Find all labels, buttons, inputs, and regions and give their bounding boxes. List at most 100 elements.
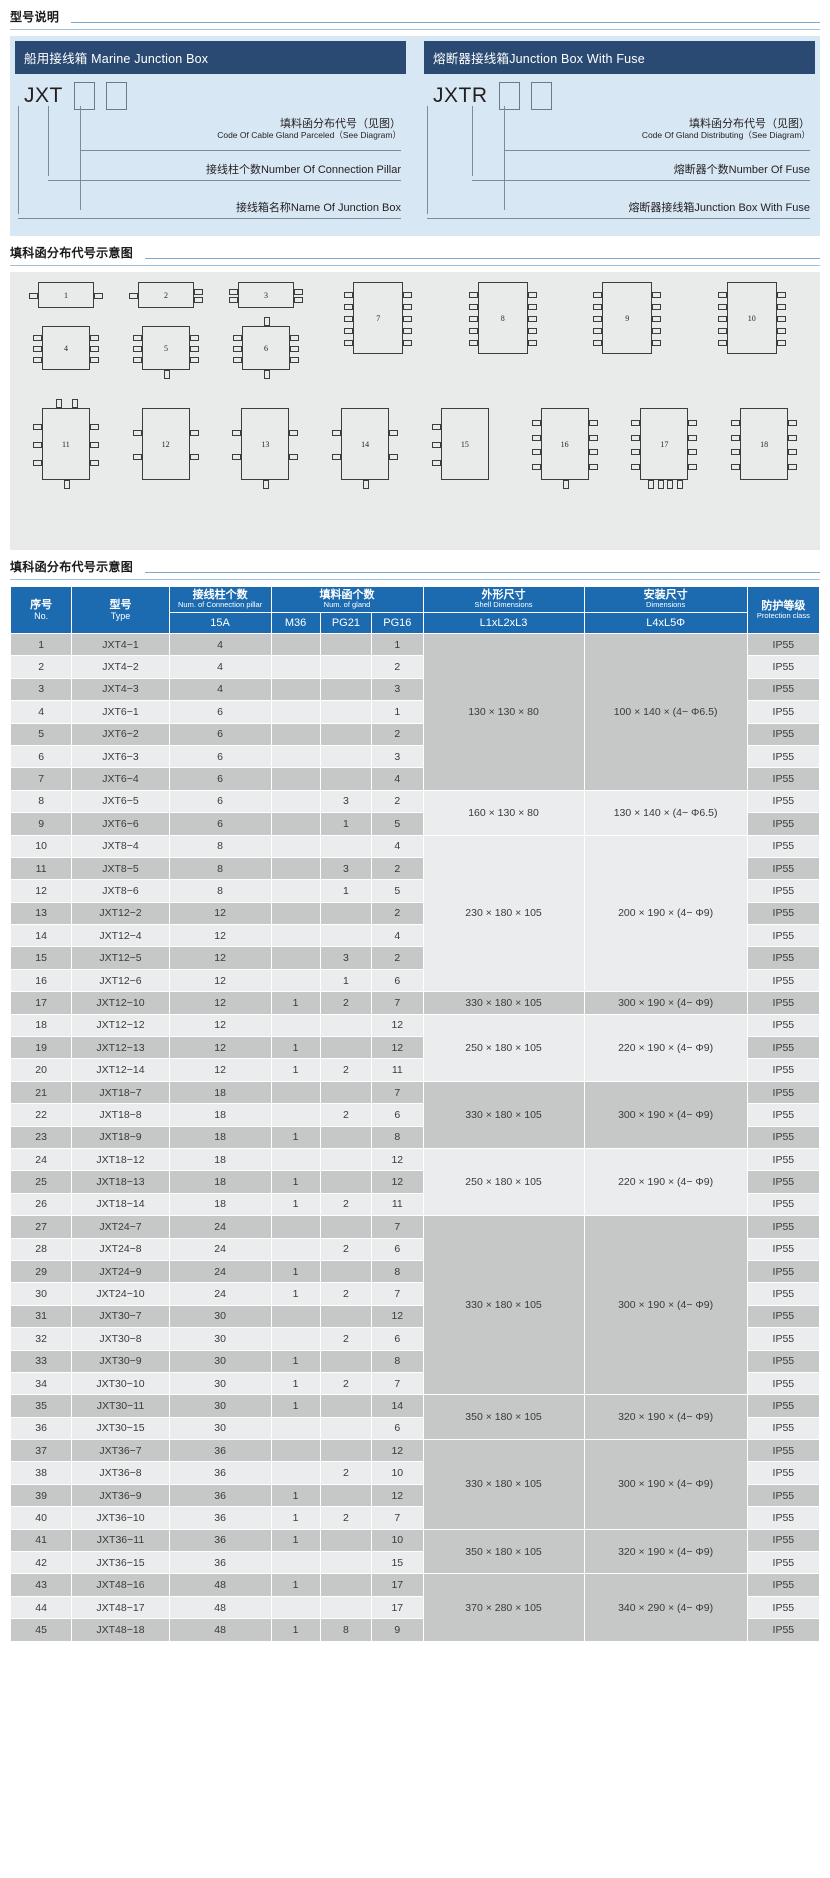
table-row[interactable]: 12 JXT8−6 8 1 5 IP55 (11, 880, 819, 902)
gland-shape-16[interactable]: 16 (531, 408, 598, 489)
row-protection-class: IP55 (747, 857, 819, 880)
row-type: JXT6−5 (72, 790, 169, 813)
row-shell-dimensions: 330 × 180 × 105 (423, 1440, 584, 1529)
table-row[interactable]: 3 JXT4−3 4 3 IP55 (11, 678, 819, 701)
table-row[interactable]: 32 JXT30−8 30 2 6 IP55 (11, 1328, 819, 1350)
table-row[interactable]: 19 JXT12−13 12 1 12 IP55 (11, 1037, 819, 1059)
row-pg21: 3 (320, 790, 372, 813)
row-m36: 1 (271, 1171, 320, 1193)
row-pillar: 30 (169, 1372, 271, 1395)
table-row[interactable]: 28 JXT24−8 24 2 6 IP55 (11, 1238, 819, 1260)
table-row[interactable]: 2 JXT4−2 4 2 IP55 (11, 656, 819, 678)
row-pillar: 12 (169, 1014, 271, 1037)
gland-shape-9[interactable]: 9 (593, 282, 662, 354)
gland-nub-l-icon (332, 430, 342, 436)
table-row[interactable]: 33 JXT30−9 30 1 8 IP55 (11, 1350, 819, 1372)
gland-nub-r-icon (588, 420, 598, 427)
diagram-heading-label: 填科函分布代号示意图 (10, 246, 134, 260)
gland-nub-l-icon (731, 463, 741, 470)
table-row[interactable]: 10 JXT8−4 8 4 230 × 180 × 105 200 × 190 × (4−… (11, 835, 819, 992)
table-row[interactable]: 25 JXT18−13 18 1 12 IP55 (11, 1171, 819, 1193)
row-mounting-dimensions: 100 × 140 × (4− Φ6.5) (584, 634, 747, 790)
row-protection-class: IP55 (747, 678, 819, 701)
gland-shape-4[interactable]: 4 (33, 326, 99, 370)
table-row[interactable]: 9 JXT6−6 6 1 5 IP55 (11, 813, 819, 835)
jxtr-code-box-1[interactable] (498, 82, 520, 110)
gland-shape-13[interactable]: 13 (232, 408, 299, 489)
gland-shape-5[interactable]: 5 (133, 326, 199, 379)
gland-shape-12[interactable]: 12 (132, 408, 199, 480)
table-row[interactable]: 30 JXT24−10 24 1 2 7 IP55 (11, 1283, 819, 1305)
gland-nub-r-icon (290, 357, 299, 363)
diagram-section-header: 填科函分布代号示意图 (0, 236, 830, 266)
gland-shape-3[interactable]: 3 (229, 282, 303, 308)
table-row[interactable]: 20 JXT12−14 12 1 2 11 IP55 (11, 1059, 819, 1081)
table-row[interactable]: 27 JXT24−7 24 7 330 × 180 × 105 300 × 190 × (… (11, 1216, 819, 1395)
jxt-leader-h-2 (48, 180, 401, 181)
table-row[interactable]: 29 JXT24−9 24 1 8 IP55 (11, 1260, 819, 1283)
table-row[interactable]: 24 JXT18−12 18 12 250 × 180 × 105 220 × 190 ×… (11, 1149, 819, 1216)
table-row[interactable]: 41 JXT36−11 36 1 10 350 × 180 × 105 320 × 190 … (11, 1529, 819, 1574)
table-row[interactable]: 44 JXT48−17 48 17 IP55 (11, 1596, 819, 1619)
model-desc-section-header: 型号说明 (0, 0, 830, 30)
table-row[interactable]: 35 JXT30−11 30 1 14 350 × 180 × 105 320 × 190 … (11, 1395, 819, 1440)
jxt-label-gland-code-cn: 填料函分布代号（见图） (280, 118, 401, 130)
table-row[interactable]: 13 JXT12−2 12 2 IP55 (11, 902, 819, 925)
table-row[interactable]: 16 JXT12−6 12 1 6 IP55 (11, 969, 819, 992)
gland-shape-8[interactable]: 8 (468, 282, 537, 354)
table-row[interactable]: 34 JXT30−10 30 1 2 7 IP55 (11, 1372, 819, 1395)
table-row[interactable]: 26 JXT18−14 18 1 2 11 IP55 (11, 1193, 819, 1216)
row-pillar: 6 (169, 701, 271, 723)
table-row[interactable]: 8 JXT6−5 6 3 2 160 × 130 × 80 130 × 140 × (4− … (11, 790, 819, 835)
row-pg21 (320, 1037, 372, 1059)
row-pillar: 30 (169, 1328, 271, 1350)
gland-shape-6[interactable]: 6 (233, 317, 299, 379)
gland-shape-10[interactable]: 10 (717, 282, 786, 354)
table-row[interactable]: 38 JXT36−8 36 2 10 IP55 (11, 1462, 819, 1484)
table-row[interactable]: 11 JXT8−5 8 3 2 IP55 (11, 857, 819, 880)
table-row[interactable]: 36 JXT30−15 30 6 IP55 (11, 1417, 819, 1440)
jxtr-code-box-2[interactable] (530, 82, 552, 110)
gland-shape-14[interactable]: 14 (332, 408, 399, 489)
table-row[interactable]: 1 JXT4−1 4 1 130 × 130 × 80 100 × 140 × (4− Φ… (11, 634, 819, 790)
table-row[interactable]: 45 JXT48−18 48 1 8 9 IP55 (11, 1619, 819, 1641)
gland-nub-r-icon (290, 335, 299, 341)
gland-shape-17[interactable]: 17 (631, 408, 698, 489)
gland-shape-11[interactable]: 11 (32, 399, 99, 489)
gland-shape-2[interactable]: 2 (129, 282, 203, 308)
gland-shape-15[interactable]: 15 (431, 408, 489, 480)
table-row[interactable]: 5 JXT6−2 6 2 IP55 (11, 723, 819, 745)
table-row[interactable]: 7 JXT6−4 6 4 IP55 (11, 768, 819, 790)
row-no: 19 (11, 1037, 72, 1059)
gland-nub-l-icon (229, 288, 238, 295)
table-row[interactable]: 39 JXT36−9 36 1 12 IP55 (11, 1484, 819, 1507)
row-type: JXT4−3 (72, 678, 169, 701)
gland-shape-1[interactable]: 1 (29, 282, 103, 308)
gland-shape-18[interactable]: 18 (731, 408, 798, 480)
table-row[interactable]: 23 JXT18−9 18 1 8 IP55 (11, 1126, 819, 1148)
gland-shape-7[interactable]: 7 (344, 282, 413, 354)
row-m36 (271, 1216, 320, 1238)
table-row[interactable]: 40 JXT36−10 36 1 2 7 IP55 (11, 1507, 819, 1529)
table-row[interactable]: 21 JXT18−7 18 7 330 × 180 × 105 300 × 190 × (… (11, 1081, 819, 1148)
jxtr-label-box-name: 熔断器接线箱Junction Box With Fuse (628, 202, 810, 215)
table-row[interactable]: 14 JXT12−4 12 4 IP55 (11, 925, 819, 947)
jxt-code-box-1[interactable] (73, 82, 95, 110)
table-row[interactable]: 22 JXT18−8 18 2 6 IP55 (11, 1104, 819, 1126)
table-row[interactable]: 31 JXT30−7 30 12 IP55 (11, 1305, 819, 1328)
table-row[interactable]: 43 JXT48−16 48 1 17 370 × 280 × 105 340 × 290 … (11, 1574, 819, 1641)
table-row[interactable]: 37 JXT36−7 36 12 330 × 180 × 105 300 × 190 × … (11, 1440, 819, 1529)
gland-nub-r-icon (190, 357, 199, 363)
table-row[interactable]: 15 JXT12−5 12 3 2 IP55 (11, 947, 819, 969)
row-pg21 (320, 1350, 372, 1372)
jxt-code-box-2[interactable] (105, 82, 127, 110)
jxt-code-row: JXT (10, 74, 411, 110)
table-row[interactable]: 6 JXT6−3 6 3 IP55 (11, 745, 819, 768)
row-pg16: 2 (372, 656, 423, 678)
table-row[interactable]: 4 JXT6−1 6 1 IP55 (11, 701, 819, 723)
diagram-shape-cell-12: 12 (116, 408, 216, 480)
table-row[interactable]: 18 JXT12−12 12 12 250 × 180 × 105 220 × 190 ×… (11, 1014, 819, 1081)
table-row[interactable]: 17 JXT12−10 12 1 2 7 330 × 180 × 105 300 × 190 … (11, 992, 819, 1014)
table-row[interactable]: 42 JXT36−15 36 15 IP55 (11, 1552, 819, 1574)
row-pg16: 1 (372, 701, 423, 723)
